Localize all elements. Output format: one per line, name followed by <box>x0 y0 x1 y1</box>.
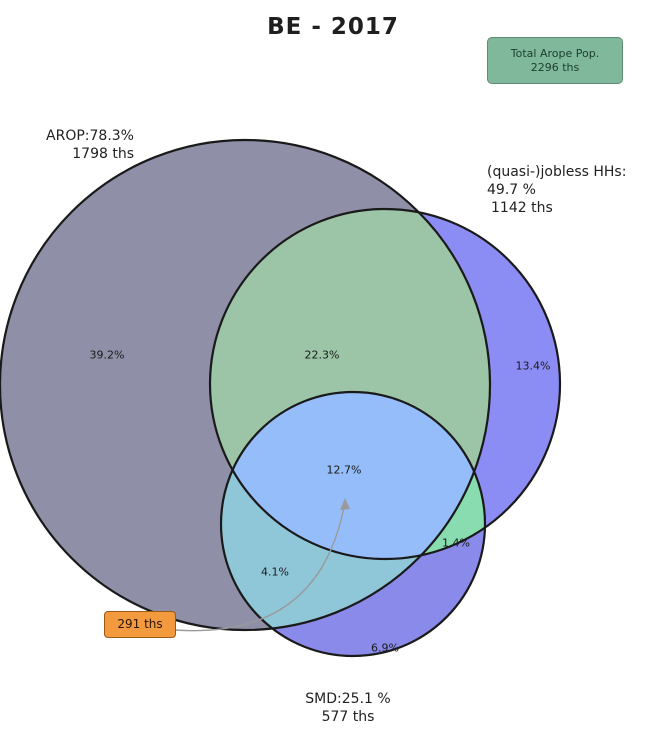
arop-label-pct: AROP:78.3% <box>46 128 134 144</box>
smd-circle-outline <box>219 390 487 658</box>
region-label-all-three: 12.7% <box>326 463 362 477</box>
jobless-label-pct: 49.7 % <box>487 182 536 198</box>
smd-label-pct: SMD:25.1 % <box>305 691 391 707</box>
callout-291-ths: 291 ths <box>104 611 176 638</box>
smd-label-ths: 577 ths <box>321 709 375 725</box>
arop-circle-outline <box>0 138 492 632</box>
total-arope-box: Total Arope Pop. 2296 ths <box>487 37 623 84</box>
arop-set-label: AROP:78.3% 1798 ths <box>22 127 134 163</box>
region-label-arop-jobless: 22.3% <box>304 348 340 362</box>
arop-label-ths: 1798 ths <box>72 146 134 162</box>
callout-arrow-head <box>340 498 350 510</box>
total-box-label: Total Arope Pop. <box>510 46 600 60</box>
region-label-arop-smd: 4.1% <box>261 565 289 579</box>
jobless-label-name: (quasi-)jobless HHs: <box>487 164 627 180</box>
region-label-smd-only: 6.9% <box>371 641 399 655</box>
jobless-circle-outline <box>208 207 562 561</box>
smd-set-label: SMD:25.1 % 577 ths <box>292 690 404 726</box>
callout-arrow <box>174 501 346 632</box>
jobless-label-ths: 1142 ths <box>491 200 553 216</box>
region-all-three <box>221 392 485 559</box>
diagram-title: BE - 2017 <box>267 14 399 40</box>
region-label-arop-only: 39.2% <box>89 348 125 362</box>
region-label-jobless-only: 13.4% <box>515 359 551 373</box>
jobless-set-label: (quasi-)jobless HHs: 49.7 % 1142 ths <box>487 163 626 217</box>
total-box-value: 2296 ths <box>530 60 580 74</box>
region-label-jobless-smd: 1.4% <box>442 536 470 550</box>
